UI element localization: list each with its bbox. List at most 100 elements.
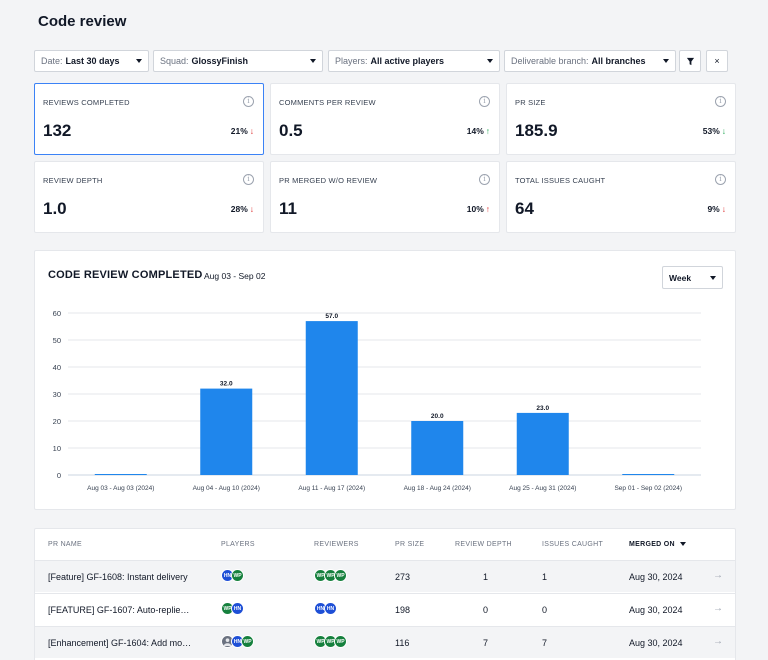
metric-card-total-issues-caught[interactable]: TOTAL ISSUES CAUGHT i 64 9% ↓ (506, 161, 736, 233)
close-icon: × (714, 56, 720, 66)
chevron-down-icon (310, 59, 316, 63)
arrow-down-icon: ↓ (721, 204, 726, 214)
issues-caught-cell: 0 (542, 605, 548, 615)
avatar: HN (324, 602, 337, 615)
pr-name-cell[interactable]: [Feature] GF-1608: Instant delivery (48, 572, 188, 582)
arrow-right-icon[interactable]: → (713, 603, 723, 614)
column-header-merged-on[interactable]: MERGED ON (629, 541, 686, 548)
page-title: Code review (38, 13, 127, 30)
arrow-down-icon: ↓ (721, 126, 726, 136)
clear-filters-button[interactable]: × (706, 50, 728, 72)
metric-delta: 28% ↓ (231, 204, 254, 214)
chart-panel: CODE REVIEW COMPLETED Aug 03 - Sep 02 We… (34, 250, 736, 510)
metric-label: TOTAL ISSUES CAUGHT (515, 176, 606, 185)
metric-delta-value: 21% (230, 126, 248, 136)
chevron-down-icon (136, 59, 142, 63)
metric-value: 64 (515, 199, 534, 218)
date-filter-value: Last 30 days (65, 56, 120, 66)
metric-value: 1.0 (43, 199, 67, 218)
column-header-reviewers[interactable]: REVIEWERS (314, 541, 359, 548)
y-tick-label: 0 (57, 471, 61, 480)
chevron-down-icon (487, 59, 493, 63)
x-tick-label: Aug 18 - Aug 24 (2024) (404, 485, 471, 492)
metric-value: 0.5 (279, 121, 303, 140)
column-header-merged-on-label: MERGED ON (629, 541, 675, 548)
data-label: 23.0 (536, 405, 549, 412)
info-icon[interactable]: i (479, 174, 490, 185)
column-header-players[interactable]: PLAYERS (221, 541, 255, 548)
date-filter[interactable]: Date: Last 30 days (34, 50, 149, 72)
squad-filter[interactable]: Squad: GlossyFinish (153, 50, 323, 72)
metric-card-reviews-completed[interactable]: REVIEWS COMPLETED i 132 21% ↓ (34, 83, 264, 155)
info-icon[interactable]: i (715, 96, 726, 107)
players-filter-value: All active players (370, 56, 445, 66)
review-depth-cell: 0 (483, 605, 489, 615)
pr-name-cell[interactable]: [Enhancement] GF-1604: Add mo… (48, 638, 192, 648)
players-filter[interactable]: Players: All active players (328, 50, 500, 72)
metric-value: 11 (279, 199, 297, 218)
pr-name-cell[interactable]: [FEATURE] GF-1607: Auto-replie… (48, 605, 190, 615)
branch-filter[interactable]: Deliverable branch: All branches (504, 50, 676, 72)
bar (516, 412, 569, 475)
info-icon[interactable]: i (715, 174, 726, 185)
metric-card-review-depth[interactable]: REVIEW DEPTH i 1.0 28% ↓ (34, 161, 264, 233)
info-icon[interactable]: i (243, 174, 254, 185)
date-filter-label: Date: (41, 56, 63, 66)
data-label: 32.0 (220, 381, 233, 388)
review-depth-cell: 7 (483, 638, 489, 648)
funnel-icon (686, 57, 694, 65)
metric-card-pr-size[interactable]: PR SIZE i 185.9 53% ↓ (506, 83, 736, 155)
metric-label: PR MERGED W/O REVIEW (279, 176, 378, 185)
metric-label: REVIEWS COMPLETED (43, 98, 130, 107)
squad-filter-value: GlossyFinish (191, 56, 249, 66)
arrow-up-icon: ↑ (485, 126, 490, 136)
y-tick-label: 30 (53, 390, 61, 399)
metric-label: REVIEW DEPTH (43, 176, 103, 185)
x-tick-label: Aug 25 - Aug 31 (2024) (509, 485, 576, 492)
metric-delta-value: 9% (707, 204, 720, 214)
x-tick-label: Aug 03 - Aug 03 (2024) (87, 485, 154, 492)
pr-size-cell: 198 (395, 605, 411, 615)
chevron-down-icon (710, 276, 716, 280)
table-row[interactable]: [Feature] GF-1608: Instant delivery HN W… (35, 560, 735, 592)
chart-date-range: Aug 03 - Sep 02 (204, 271, 266, 281)
column-header-issues-caught[interactable]: ISSUES CAUGHT (542, 541, 604, 548)
branch-filter-value: All branches (591, 56, 646, 66)
bar (305, 321, 358, 475)
metric-label: PR SIZE (515, 98, 546, 107)
metric-delta-value: 10% (466, 204, 484, 214)
chart-title: CODE REVIEW COMPLETED (48, 269, 203, 281)
arrow-down-icon: ↓ (249, 126, 254, 136)
bar (200, 388, 253, 475)
metric-delta: 14% ↑ (467, 126, 490, 136)
granularity-select[interactable]: Week (662, 266, 723, 289)
info-icon[interactable]: i (243, 96, 254, 107)
metric-card-comments-per-review[interactable]: COMMENTS PER REVIEW i 0.5 14% ↑ (270, 83, 500, 155)
avatar: WP (231, 569, 244, 582)
metric-label: COMMENTS PER REVIEW (279, 98, 376, 107)
metric-delta-value: 28% (230, 204, 248, 214)
branch-filter-label: Deliverable branch: (511, 56, 589, 66)
column-header-review-depth[interactable]: REVIEW DEPTH (455, 541, 512, 548)
bar (411, 421, 464, 475)
table-row[interactable]: [Enhancement] GF-1604: Add mo… HN WP WP … (35, 626, 735, 658)
filter-button[interactable] (679, 50, 701, 72)
metric-delta-value: 14% (466, 126, 484, 136)
reviewers-avatars: HN HN (314, 602, 337, 615)
metric-card-pr-merged-without-review[interactable]: PR MERGED W/O REVIEW i 11 10% ↑ (270, 161, 500, 233)
metric-value: 132 (43, 121, 72, 140)
arrow-right-icon[interactable]: → (713, 636, 723, 647)
column-header-pr-name[interactable]: PR NAME (48, 541, 82, 548)
metric-delta: 9% ↓ (707, 204, 726, 214)
sort-desc-icon (679, 542, 686, 547)
review-depth-cell: 1 (483, 572, 489, 582)
column-header-pr-size[interactable]: PR SIZE (395, 541, 425, 548)
info-icon[interactable]: i (479, 96, 490, 107)
avatar: HN (221, 569, 234, 582)
avatar: WP (334, 569, 347, 582)
table-row[interactable]: [FEATURE] GF-1607: Auto-replie… WP HN HN… (35, 593, 735, 625)
y-tick-label: 10 (53, 444, 61, 453)
players-avatars: HN WP (221, 635, 254, 648)
arrow-right-icon[interactable]: → (713, 570, 723, 581)
reviewers-avatars: WP WP WP (314, 635, 347, 648)
